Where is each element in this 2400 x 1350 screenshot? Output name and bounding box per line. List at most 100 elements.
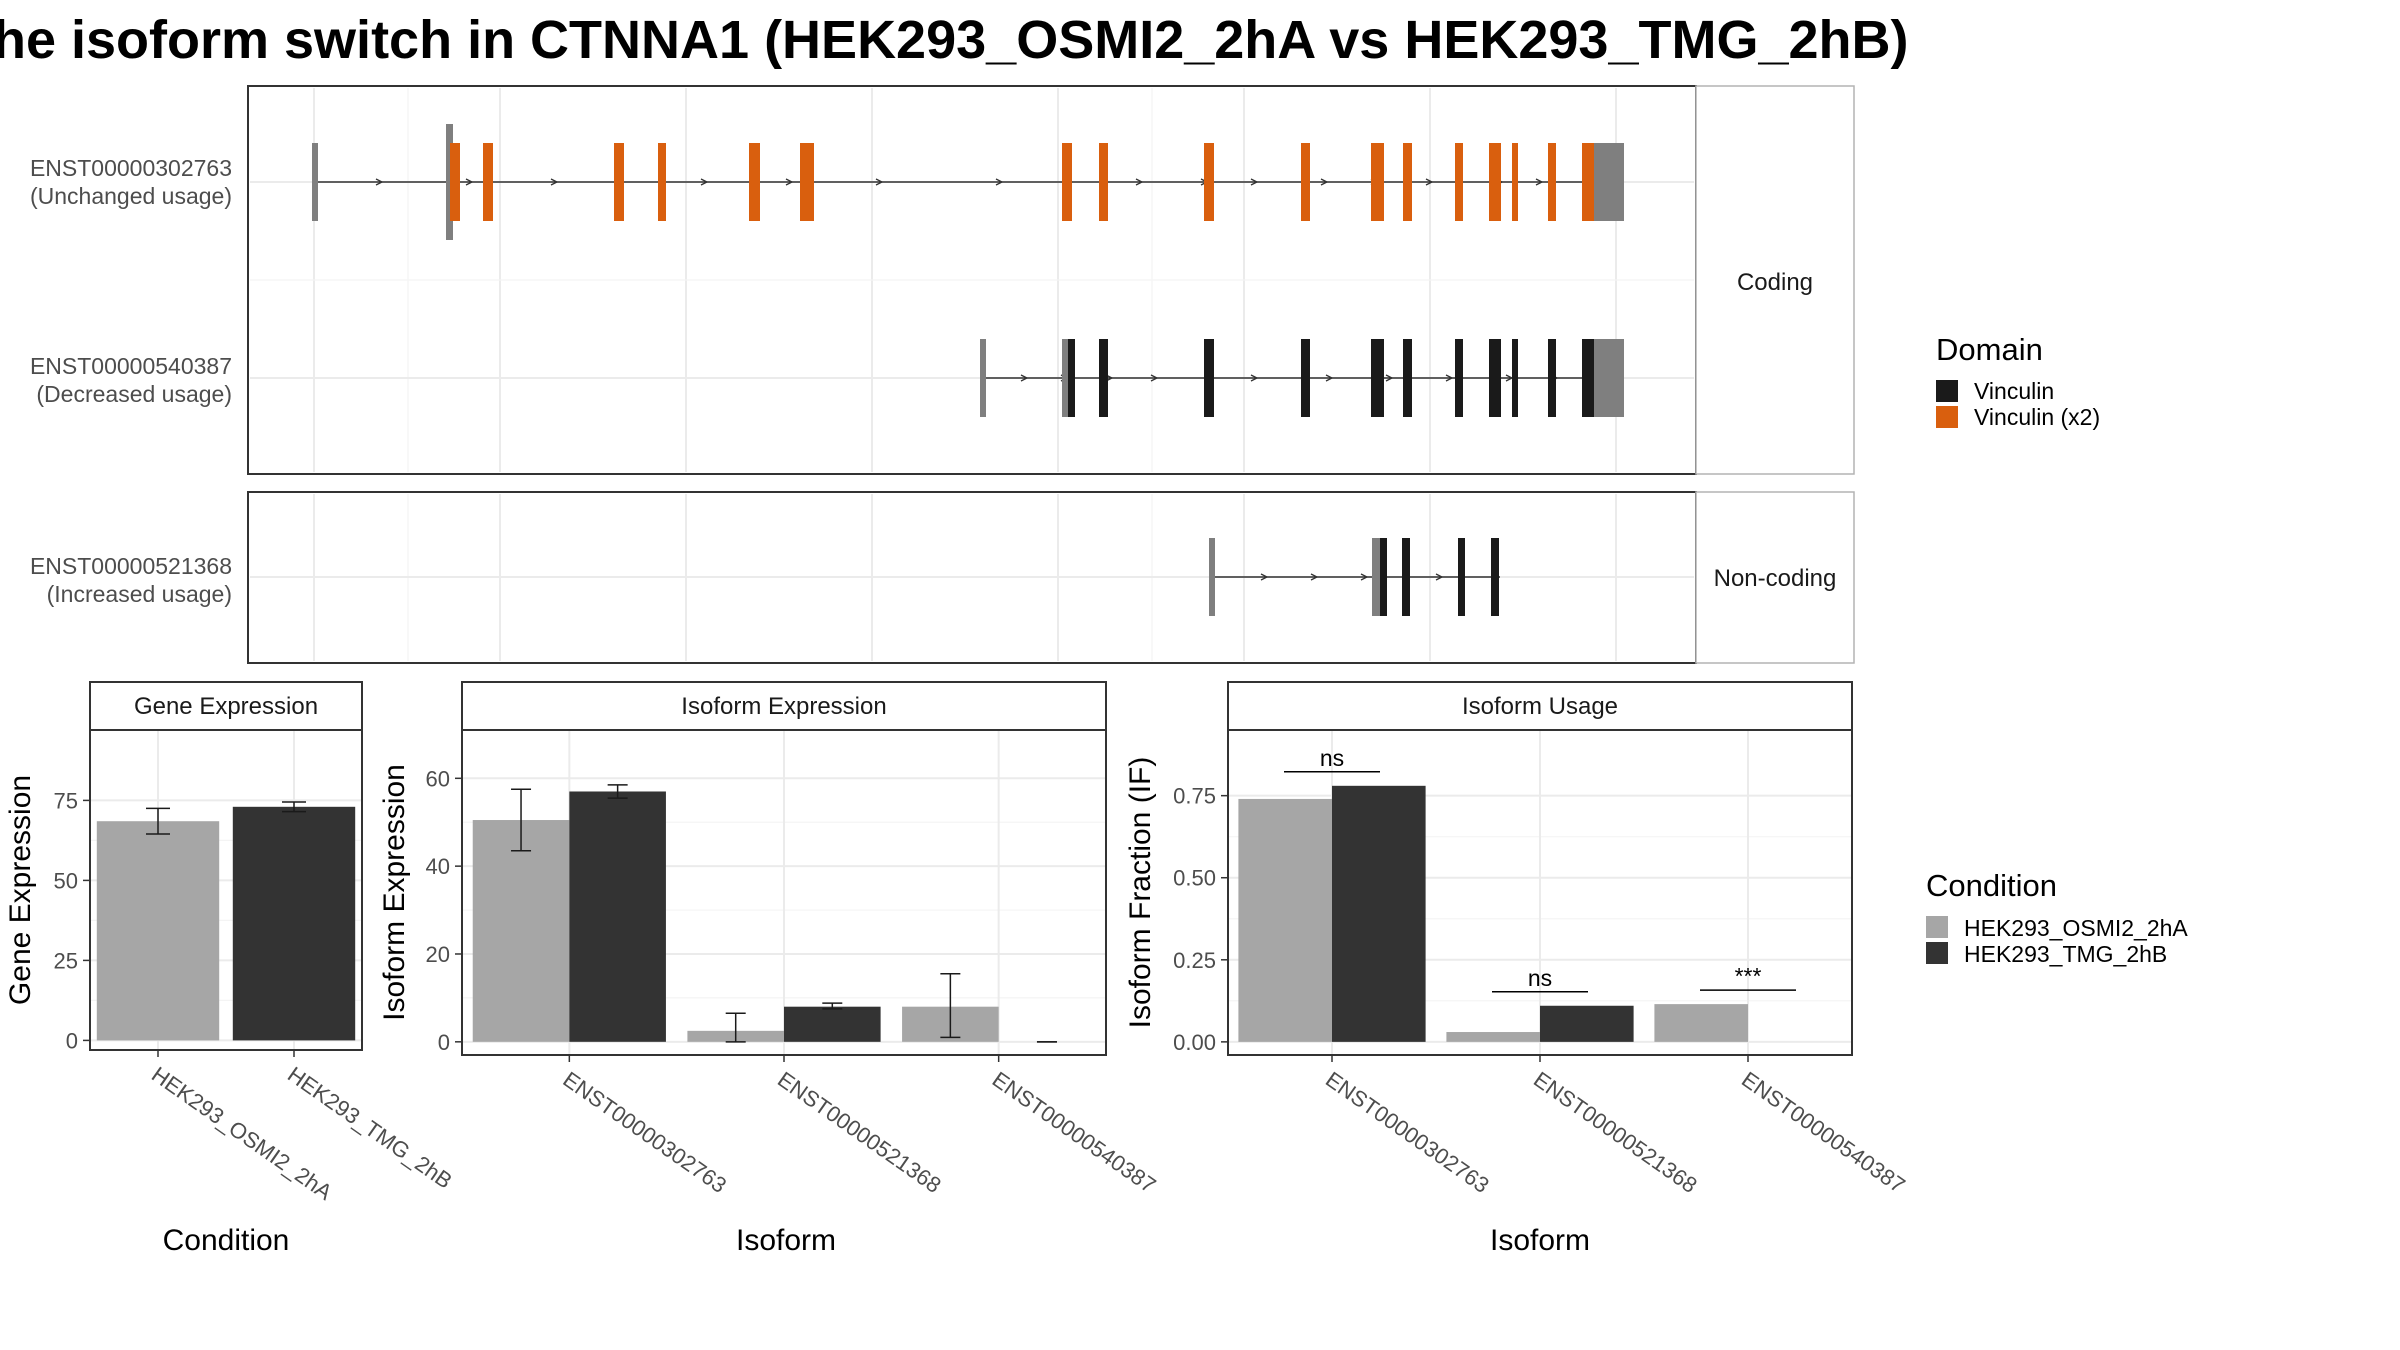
cds-exon xyxy=(1099,143,1108,221)
noncoding-strip xyxy=(1695,491,1855,664)
bar xyxy=(1238,798,1332,1042)
bar xyxy=(1654,1004,1748,1042)
y-axis-title: Isoform Fraction (IF) xyxy=(1124,757,1157,1029)
panel-title: Isoform Usage xyxy=(1462,693,1618,720)
bar xyxy=(96,821,220,1041)
y-tick-label: 25 xyxy=(54,948,78,973)
strand-arrow xyxy=(1535,178,1544,186)
cds-exon xyxy=(1489,339,1501,417)
cds-exon xyxy=(749,143,760,221)
cds-exon xyxy=(450,143,460,221)
cds-exon xyxy=(1403,339,1412,417)
legend-label: HEK293_TMG_2hB xyxy=(1964,941,2167,967)
strand-arrow xyxy=(465,178,474,186)
y-tick-label: 0 xyxy=(438,1030,450,1055)
x-axis-title: Isoform xyxy=(1490,1224,1590,1257)
strand-arrow xyxy=(1310,573,1319,581)
significance-label: ns xyxy=(1320,745,1344,771)
strand-arrow xyxy=(550,178,559,186)
isoform-usage-label: (Unchanged usage) xyxy=(30,183,232,209)
isoform-usage-label: (Increased usage) xyxy=(47,581,232,607)
cds-exon xyxy=(1301,339,1310,417)
strand-arrow xyxy=(1325,374,1334,382)
cds-exon xyxy=(1582,143,1594,221)
condition-legend: Condition HEK293_OSMI2_2hA HEK293_TMG_2h… xyxy=(1926,868,2188,967)
condition-legend-title: Condition xyxy=(1926,868,2057,903)
y-tick-label: 40 xyxy=(426,854,450,879)
transcript-track xyxy=(312,124,1624,240)
x-tick-label: ENST00000521368 xyxy=(773,1067,946,1198)
cds-exon xyxy=(614,143,624,221)
strand-arrow xyxy=(1250,178,1259,186)
bar xyxy=(784,1006,881,1042)
bar xyxy=(232,806,356,1041)
cds-exon xyxy=(1204,339,1214,417)
panel-strip xyxy=(89,681,363,731)
domain-legend-title: Domain xyxy=(1936,332,2043,367)
cds-exon xyxy=(1548,339,1556,417)
legend-swatch xyxy=(1926,942,1948,964)
utr-exon xyxy=(1590,339,1624,417)
strand-arrow xyxy=(1360,573,1369,581)
cds-exon xyxy=(1512,339,1518,417)
isoform-row-labels: ENST00000302763 (Unchanged usage) ENST00… xyxy=(30,155,232,607)
legend-swatch xyxy=(1936,406,1958,428)
bar xyxy=(569,791,666,1042)
legend-swatch xyxy=(1926,916,1948,938)
cds-exon xyxy=(1582,339,1594,417)
y-tick-label: 60 xyxy=(426,766,450,791)
x-tick-label: ENST00000302763 xyxy=(558,1067,731,1198)
significance-label: ns xyxy=(1528,965,1552,991)
x-axis-title: Condition xyxy=(163,1224,290,1257)
cds-exon xyxy=(658,143,666,221)
panel-title: Gene Expression xyxy=(134,693,318,720)
cds-exon xyxy=(1301,143,1310,221)
cds-exon xyxy=(1489,143,1501,221)
strand-arrow xyxy=(995,178,1004,186)
strand-arrow xyxy=(700,178,709,186)
coding-strip-label: Coding xyxy=(1737,269,1813,296)
isoform-id-label: ENST00000302763 xyxy=(30,155,232,181)
strand-arrow xyxy=(1435,573,1444,581)
figure-title: The isoform switch in CTNNA1 (HEK293_OSM… xyxy=(0,10,1908,70)
panel-title: Isoform Expression xyxy=(681,693,886,720)
bar-chart-panel: 0 20 40 60 Isoform Expression ENST00000302763… xyxy=(378,681,1161,1257)
y-tick-label: 50 xyxy=(54,868,78,893)
y-tick-label: 0.00 xyxy=(1173,1030,1216,1055)
panel-strip xyxy=(461,681,1107,731)
bar xyxy=(472,820,570,1042)
isoform-usage-label: (Decreased usage) xyxy=(36,381,232,407)
cds-exon xyxy=(1491,538,1499,616)
cds-exon xyxy=(1099,339,1108,417)
coding-structure-panel: Coding xyxy=(247,85,1855,475)
panel-strip xyxy=(1227,681,1853,731)
cds-exon xyxy=(1403,143,1412,221)
strand-arrow xyxy=(1260,573,1269,581)
bar-chart-panel: 0.00 0.25 0.50 0.75 ns ns *** Isoform Usage ENST… xyxy=(1124,681,1910,1257)
strand-arrow xyxy=(875,178,884,186)
strand-arrow xyxy=(1445,374,1454,382)
bar xyxy=(1540,1005,1634,1042)
utr-exon xyxy=(1209,538,1215,616)
strand-arrow xyxy=(1020,374,1029,382)
x-tick-label: ENST00000540387 xyxy=(988,1067,1161,1198)
cds-exon xyxy=(1512,143,1518,221)
cds-exon xyxy=(483,143,493,221)
x-tick-label: ENST00000540387 xyxy=(1737,1067,1910,1198)
y-tick-label: 0.75 xyxy=(1173,784,1216,809)
strand-arrow xyxy=(1250,374,1259,382)
strand-arrow xyxy=(375,178,384,186)
utr-exon xyxy=(1590,143,1624,221)
x-axis-title: Isoform xyxy=(736,1224,836,1257)
cds-exon xyxy=(1402,538,1410,616)
strand-arrow xyxy=(1135,178,1144,186)
cds-exon xyxy=(1548,143,1556,221)
cds-exon xyxy=(800,143,814,221)
utr-exon xyxy=(312,143,318,221)
strand-arrow xyxy=(785,178,794,186)
cds-exon xyxy=(1068,339,1075,417)
y-axis-title: Isoform Expression xyxy=(378,764,411,1021)
y-tick-label: 20 xyxy=(426,942,450,967)
x-tick-label: ENST00000521368 xyxy=(1529,1067,1702,1198)
